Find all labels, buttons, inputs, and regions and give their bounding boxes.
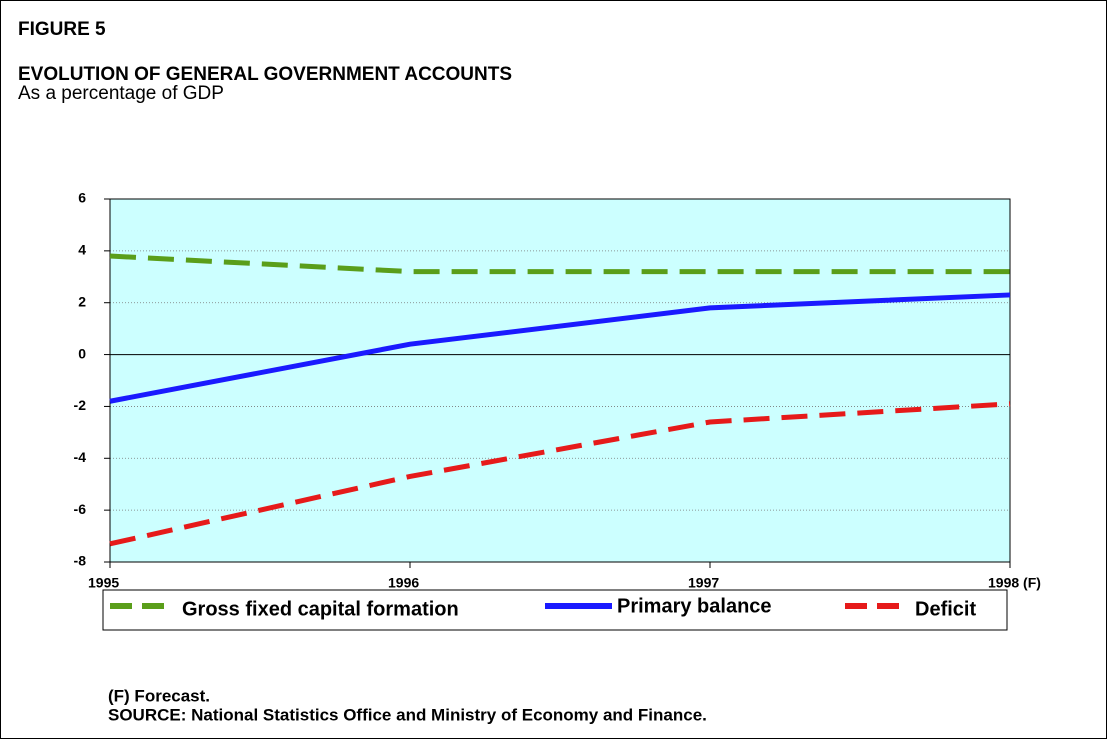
x-tick-label: 1996 <box>388 575 419 591</box>
y-tick-label: -2 <box>74 397 87 413</box>
chart-title: EVOLUTION OF GENERAL GOVERNMENT ACCOUNTS <box>18 64 512 85</box>
x-tick-label: 1997 <box>688 575 719 591</box>
legend <box>102 589 1008 631</box>
series-line <box>109 401 1011 547</box>
x-tick-label: 1995 <box>88 575 119 591</box>
figure-label: FIGURE 5 <box>18 19 106 40</box>
y-tick-label: 6 <box>78 190 86 206</box>
chart-subtitle: As a percentage of GDP <box>18 83 224 104</box>
y-tick-label: -8 <box>74 553 87 569</box>
y-tick-label: -4 <box>74 449 87 465</box>
x-tick-label: 1998 (F) <box>988 575 1041 591</box>
y-tick-label: 4 <box>78 242 86 258</box>
y-tick-label: 2 <box>78 293 86 309</box>
legend-label: Primary balance <box>617 595 772 617</box>
series-line <box>109 292 1011 404</box>
plot-area <box>110 199 1010 562</box>
y-tick-label: 0 <box>78 345 86 361</box>
legend-label: Deficit <box>915 598 976 620</box>
y-tick-label: -6 <box>74 501 87 517</box>
legend-label: Gross fixed capital formation <box>182 598 459 620</box>
plot-border <box>109 198 1011 563</box>
note: (F) Forecast. <box>108 686 210 705</box>
note: SOURCE: National Statistics Office and M… <box>108 705 707 724</box>
